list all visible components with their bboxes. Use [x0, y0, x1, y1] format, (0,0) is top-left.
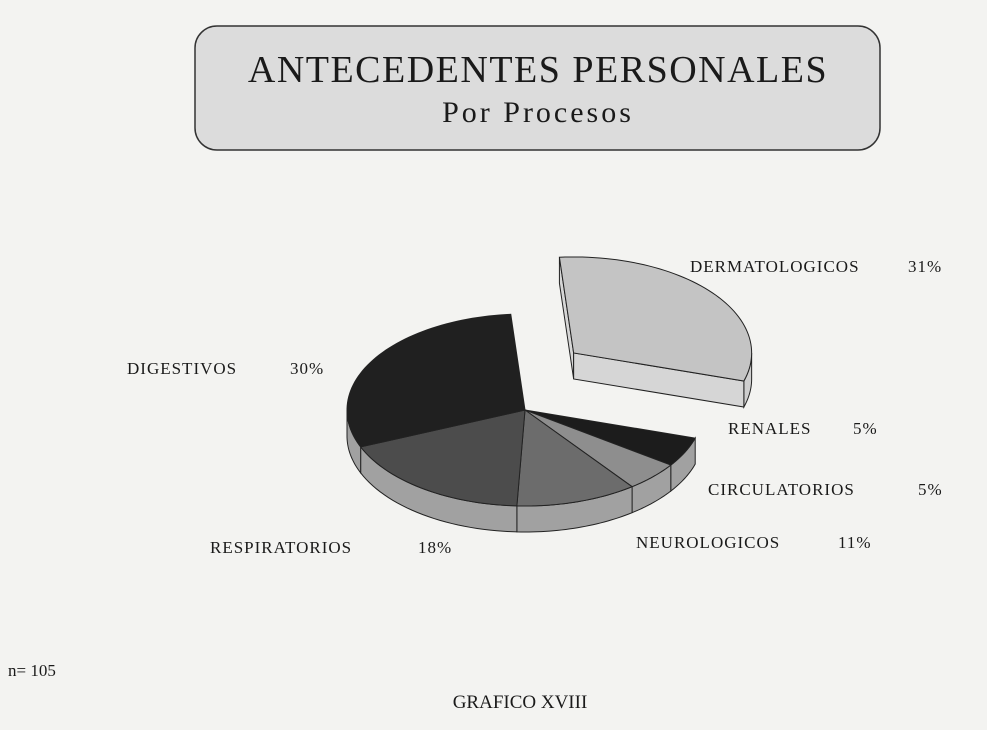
- slice: [558, 256, 753, 382]
- slice-label: DERMATOLOGICOS: [690, 257, 860, 276]
- annotation: n= 105: [8, 661, 56, 680]
- slice: [359, 409, 526, 507]
- value-label: 30%: [290, 359, 324, 378]
- value-label: 18%: [418, 538, 452, 557]
- caption: GRAFICO XVIII: [453, 692, 588, 713]
- slice-label: CIRCULATORIOS: [708, 480, 855, 499]
- title-box: [194, 25, 881, 151]
- chart-subtitle: Por Procesos: [442, 96, 634, 129]
- value-label: 5%: [918, 480, 943, 499]
- value-label: 31%: [908, 257, 942, 276]
- slice: [524, 409, 672, 488]
- slice: [346, 313, 526, 448]
- value-label: 5%: [853, 419, 878, 438]
- pie: [346, 256, 753, 533]
- slice: [516, 409, 634, 507]
- chart-title: ANTECEDENTES PERSONALES: [248, 49, 828, 91]
- slice-label: DIGESTIVOS: [127, 359, 237, 378]
- slice-label: RENALES: [728, 419, 812, 438]
- slice: [524, 409, 696, 466]
- slice-label: RESPIRATORIOS: [210, 538, 352, 557]
- labels: DERMATOLOGICOS 31% RENALES 5% CIRCULATORIOS 5…: [127, 257, 943, 557]
- value-label: 11%: [838, 533, 872, 552]
- slice-label: NEUROLOGICOS: [636, 533, 780, 552]
